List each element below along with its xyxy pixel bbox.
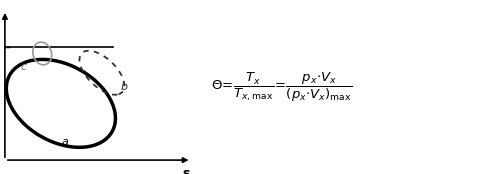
- Text: $\Theta\!=\!\dfrac{T_x}{T_{x,\mathsf{max}}}\!=\!\dfrac{p_x{\cdot}V_x}{(p_x{\cdot: $\Theta\!=\!\dfrac{T_x}{T_{x,\mathsf{max…: [211, 70, 352, 104]
- Text: a: a: [61, 137, 68, 147]
- Text: s: s: [182, 167, 190, 174]
- Text: b: b: [121, 82, 128, 92]
- Text: c: c: [21, 62, 27, 73]
